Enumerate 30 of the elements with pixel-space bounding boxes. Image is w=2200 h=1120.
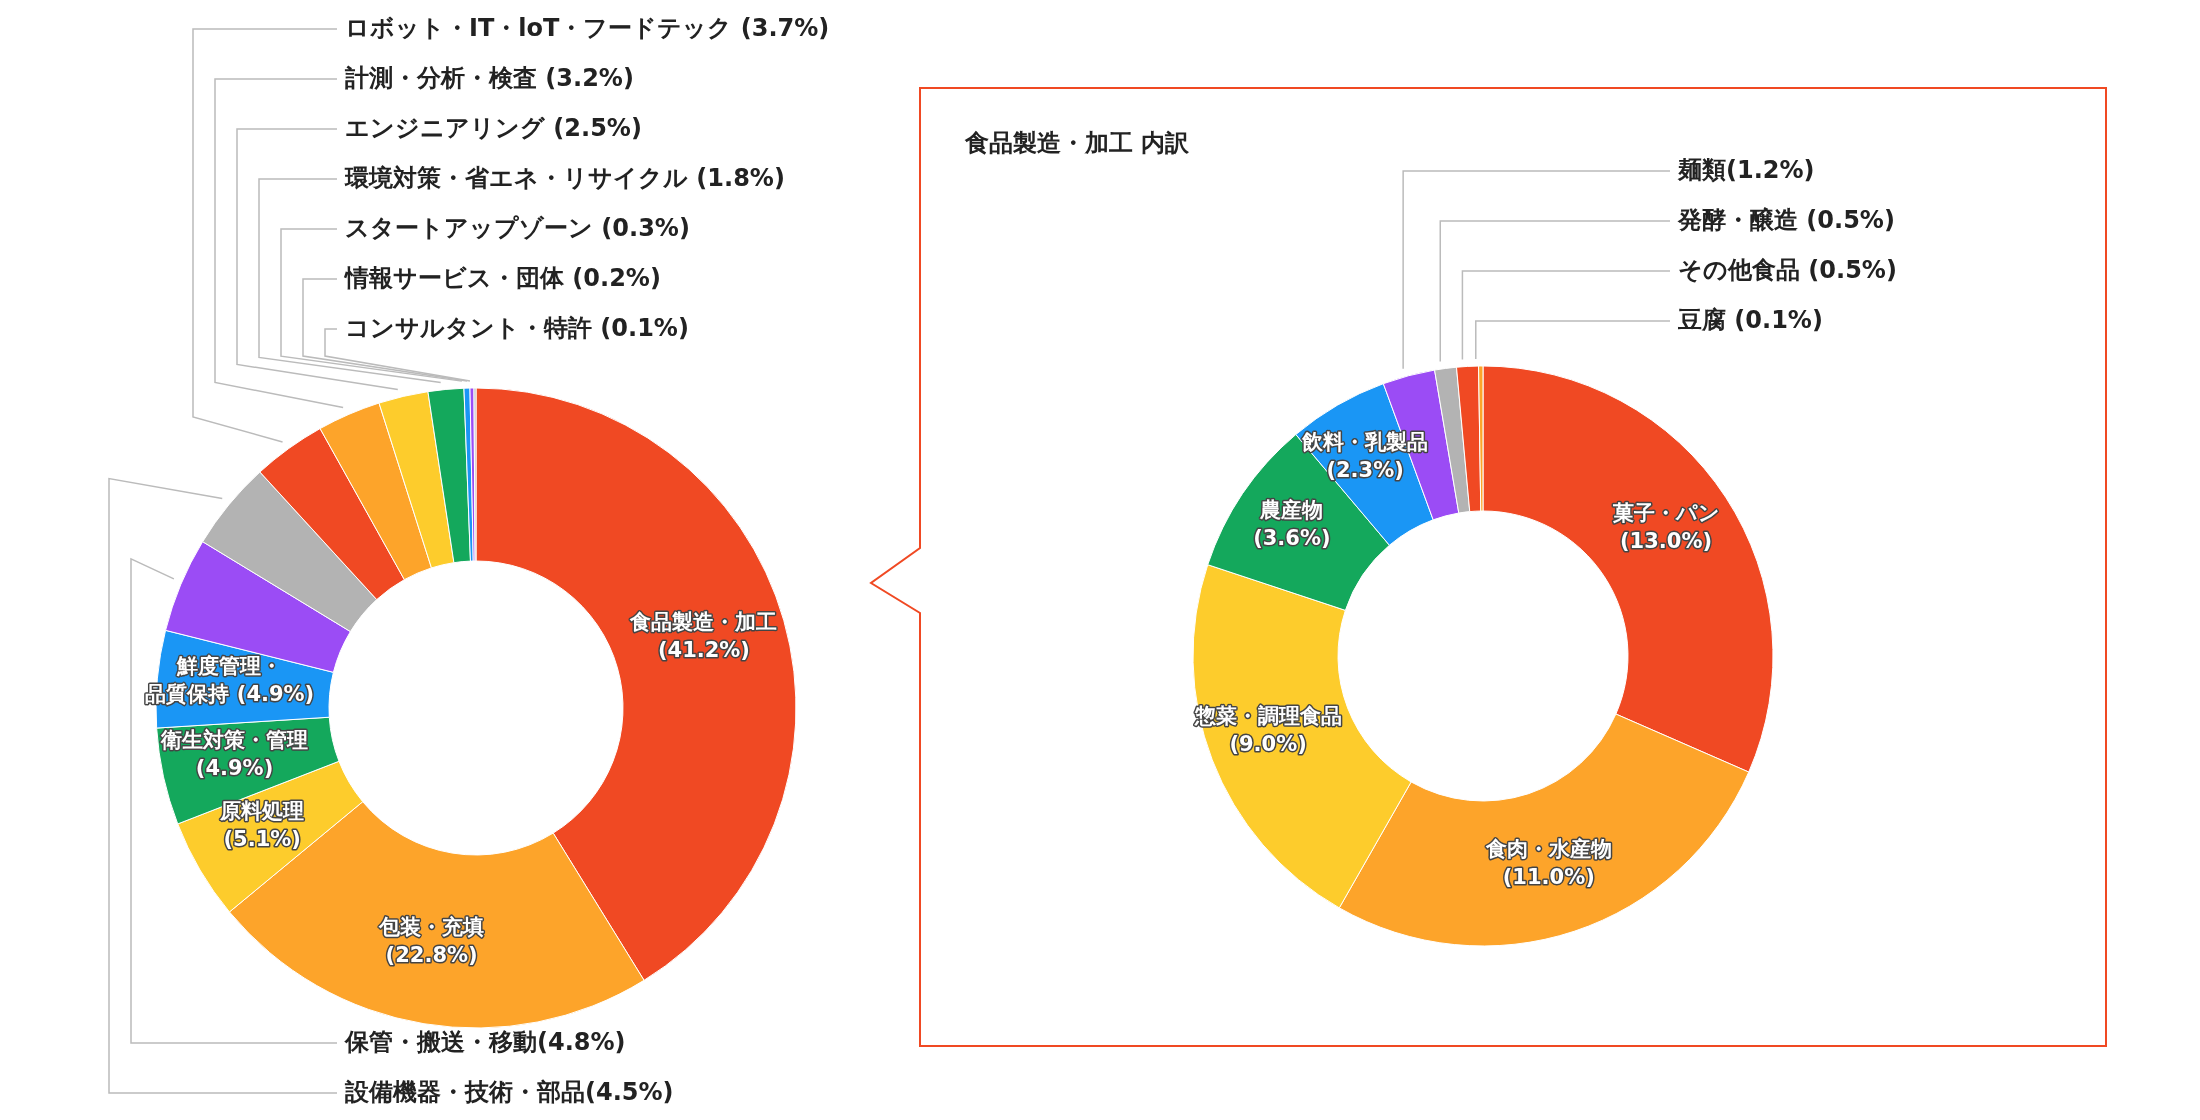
slice-label: その他食品 (0.5%) xyxy=(1678,256,1897,284)
slice-label: 計測・分析・検査 (3.2%) xyxy=(344,64,634,92)
data-label: (11.0%) xyxy=(1502,865,1595,890)
data-label: (4.9%) xyxy=(195,756,274,781)
data-label: (41.2%) xyxy=(657,637,750,662)
slice-label: ロボット・IT・loT・フードテック (3.7%) xyxy=(345,14,830,42)
chart-title: 食品製造・加工 内訳 xyxy=(964,129,1191,157)
data-label: (2.3%) xyxy=(1326,457,1404,482)
slice-label: 原料処理 xyxy=(219,798,305,823)
data-label: (22.8%) xyxy=(385,942,478,967)
slice-label: コンサルタント・特許 (0.1%) xyxy=(345,314,689,342)
data-label: (9.0%) xyxy=(1229,732,1307,757)
slice-label: 菓子・パン xyxy=(1611,500,1720,525)
slice-label: 農産物 xyxy=(1259,498,1324,523)
slice-label: 設備機器・技術・部品(4.5%) xyxy=(344,1078,674,1106)
slice-label: 衛生対策・管理 xyxy=(160,728,309,753)
slice-label: スタートアップゾーン (0.3%) xyxy=(345,214,690,242)
slice-label: 麺類(1.2%) xyxy=(1677,156,1815,184)
slice-label: 包装・充填 xyxy=(378,914,485,939)
slice-label: 保管・搬送・移動(4.8%) xyxy=(344,1028,626,1056)
slice-label: 食品製造・加工 xyxy=(629,609,778,634)
data-label: (5.1%) xyxy=(223,826,301,851)
slice-label: 環境対策・省エネ・リサイクル (1.8%) xyxy=(344,164,785,192)
slice-label: 食肉・水産物 xyxy=(1484,837,1612,862)
data-label: (13.0%) xyxy=(1620,528,1713,553)
slice-label: 豆腐 (0.1%) xyxy=(1677,306,1823,334)
slice-label: 発酵・醸造 (0.5%) xyxy=(1677,206,1895,234)
slice-label: 情報サービス・団体 (0.2%) xyxy=(343,264,661,292)
slice-label: エンジニアリング (2.5%) xyxy=(345,114,642,142)
data-label: (3.6%) xyxy=(1253,526,1331,551)
